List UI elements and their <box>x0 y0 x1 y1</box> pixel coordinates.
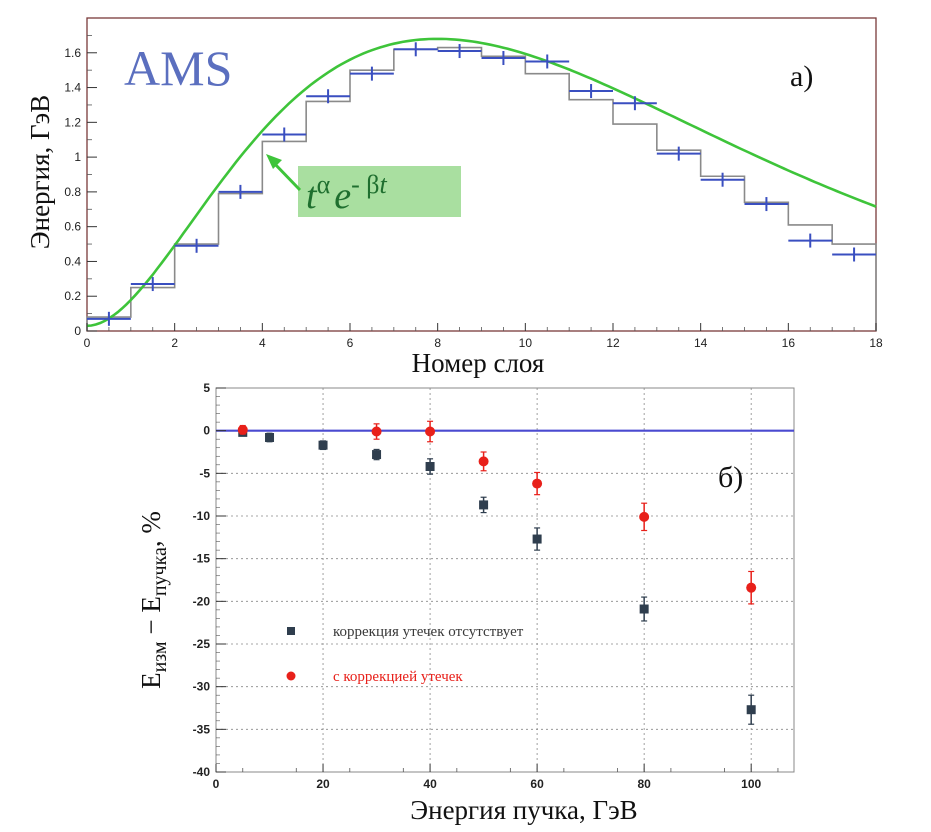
panel-b-y-axis-label: Eизм − Eпучка, % <box>136 511 171 689</box>
panel-a-y-axis-label: Энергия, ГэВ <box>25 95 55 249</box>
formula-exp1: α <box>317 170 331 199</box>
x-tick-label: 12 <box>606 336 620 350</box>
y-tick-label: 1.4 <box>64 81 81 95</box>
point-no-correction <box>265 432 275 442</box>
y-tick-label: 1 <box>74 150 81 164</box>
panel-b-grid <box>216 388 794 772</box>
fit-line <box>86 37 877 328</box>
formula-arrowhead <box>266 154 282 169</box>
y-tick-label: 1.2 <box>64 115 81 129</box>
y-tick-label: -35 <box>193 722 211 736</box>
panel-b-x-axis-label: Энергия пучка, ГэВ <box>410 795 637 825</box>
y-tick-label: 0.6 <box>64 220 81 234</box>
y-tick-label: 0.2 <box>64 289 81 303</box>
series-with-correction <box>237 420 757 605</box>
y-tick-label: -25 <box>193 637 211 651</box>
legend-label-no-correction: коррекция утечек отсутствует <box>333 624 524 640</box>
formula-exp2: - β <box>351 170 379 199</box>
data-points <box>87 42 876 326</box>
x-tick-label: 18 <box>869 336 883 350</box>
y-tick-label: -10 <box>193 509 211 523</box>
panel-a: 0 2 4 6 8 10 12 14 16 18 0 0.2 0.4 0.6 0.8 1 1.2 1.4 1.6 A… <box>25 17 883 378</box>
x-tick-label: 10 <box>519 336 533 350</box>
x-tick-label: 20 <box>316 777 330 791</box>
y-tick-label: -30 <box>193 680 211 694</box>
y-tick-label: 0.8 <box>64 185 81 199</box>
y-tick-label: 1.6 <box>64 46 81 60</box>
legend: коррекция утечек отсутствует с коррекцие… <box>286 624 524 685</box>
y-tick-label: 5 <box>203 381 210 395</box>
series-no-correction <box>238 427 756 725</box>
point-with-correction <box>746 582 757 593</box>
y-tick-label: 0 <box>74 324 81 338</box>
x-tick-label: 14 <box>694 336 708 350</box>
y-tick-label: -5 <box>199 466 210 480</box>
point-no-correction <box>479 500 489 510</box>
point-with-correction <box>478 456 489 467</box>
y-tick-label: -15 <box>193 552 211 566</box>
point-no-correction <box>425 462 435 472</box>
legend-label-with-correction: с коррекцией утечек <box>333 669 463 685</box>
x-tick-label: 80 <box>637 777 651 791</box>
formula-base: t <box>306 175 318 217</box>
formula-arrow <box>270 159 302 192</box>
formula-mid: e <box>334 175 351 217</box>
formula-box <box>298 166 461 217</box>
x-tick-label: 2 <box>171 336 178 350</box>
x-tick-label: 4 <box>259 336 266 350</box>
point-no-correction <box>532 534 542 544</box>
point-no-correction <box>372 450 382 460</box>
point-no-correction <box>639 604 649 614</box>
x-tick-label: 8 <box>434 336 441 350</box>
formula-text: tα e- βt <box>306 170 387 217</box>
x-tick-label: 0 <box>84 336 91 350</box>
legend-marker-with-correction <box>286 671 296 681</box>
panel-a-label: а) <box>790 60 813 93</box>
y-tick-label: 0 <box>203 424 210 438</box>
x-tick-label: 16 <box>782 336 796 350</box>
point-with-correction <box>237 424 248 435</box>
point-with-correction <box>425 426 436 437</box>
x-tick-label: 100 <box>741 777 761 791</box>
legend-marker-no-correction <box>287 627 295 635</box>
x-tick-label: 6 <box>347 336 354 350</box>
y-tick-label: 0.4 <box>64 254 81 268</box>
panel-a-axis-ticks: 0 2 4 6 8 10 12 14 16 18 0 0.2 0.4 0.6 0.8 1 1.2 1.4 1.6 <box>64 34 883 350</box>
formula-exp2-var: t <box>379 170 387 199</box>
point-no-correction <box>746 705 756 715</box>
ams-logo: AMS <box>124 40 232 96</box>
point-with-correction <box>639 511 650 522</box>
y-tick-label: -20 <box>193 594 211 608</box>
y-tick-label: -40 <box>193 765 211 779</box>
point-no-correction <box>318 440 328 450</box>
x-tick-label: 60 <box>530 777 544 791</box>
point-with-correction <box>532 478 543 489</box>
panel-b-axis-ticks: 0 20 40 60 80 100 5 0 -5 -10 -15 -20 -25 -30 -35 -40 <box>193 381 779 791</box>
point-with-correction <box>371 426 382 437</box>
panel-b-plot-frame <box>215 387 795 773</box>
fit-curve <box>86 37 877 328</box>
panel-b: 0 20 40 60 80 100 5 0 -5 -10 -15 -20 -25 -30 -35 -40 б)… <box>136 381 795 825</box>
x-tick-label: 40 <box>423 777 437 791</box>
x-tick-label: 0 <box>213 777 220 791</box>
panel-b-label: б) <box>718 461 743 494</box>
panel-a-x-axis-label: Номер слоя <box>412 348 545 378</box>
